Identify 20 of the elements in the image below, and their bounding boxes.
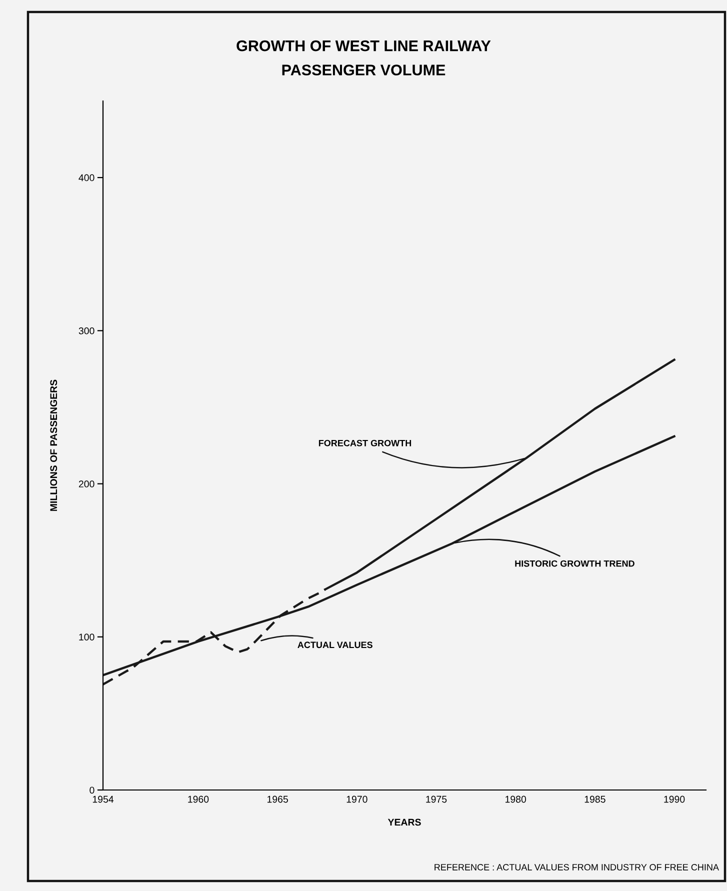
y-tick-label: 100 (79, 634, 94, 641)
x-tick-label: 1954 (92, 796, 114, 803)
chart-title: GROWTH OF WEST LINE RAILWAY PASSENGER VOLUME (236, 40, 491, 76)
x-axis-title: YEARS (388, 818, 421, 826)
x-tick-label: 1960 (188, 796, 209, 803)
y-tick-label: 400 (78, 174, 94, 182)
x-tick-label: 1970 (346, 796, 368, 803)
x-tick-label: 1990 (664, 796, 685, 803)
annotation: ACTUAL VALUES (298, 642, 372, 648)
x-tick-label: 1975 (426, 796, 447, 803)
annotation: FORECAST GROWTH (318, 440, 412, 446)
y-tick-label: 200 (78, 480, 94, 488)
y-tick-label: 300 (78, 327, 94, 334)
x-tick-label: 1980 (506, 796, 526, 803)
text: REFERENCE : ACTUAL VALUES FROM INDUSTRY OF FREE CHINA (434, 864, 719, 870)
y-axis-title: MILLIONS OF PASSENGERS (50, 380, 58, 511)
x-tick-label: 1985 (584, 796, 606, 803)
x-tick-label: 1965 (267, 796, 288, 803)
y-tick-label: 0 (90, 786, 94, 794)
annotation: HISTORIC GROWTH TREND (515, 560, 634, 567)
